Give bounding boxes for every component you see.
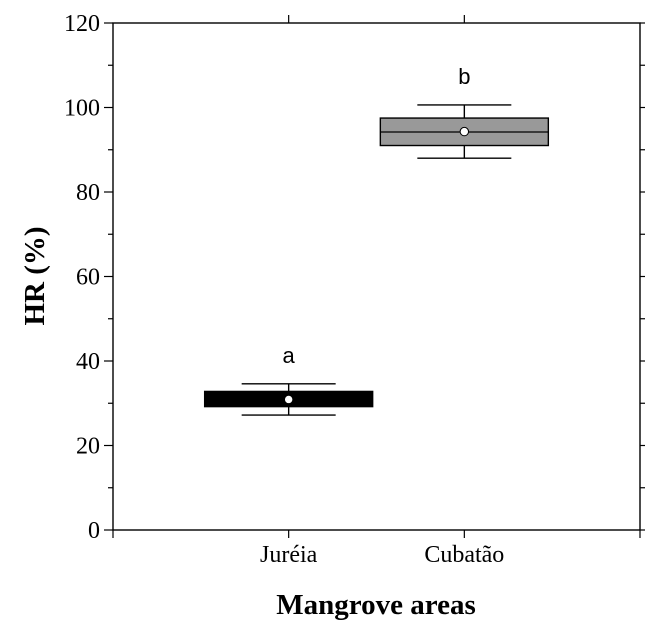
y-axis-title: HR (%) bbox=[19, 226, 51, 325]
x-tick-label-0: Juréia bbox=[260, 542, 318, 568]
mean-marker-1 bbox=[459, 126, 470, 137]
y-tick-label-60: 60 bbox=[76, 265, 100, 291]
y-tick-label-0: 0 bbox=[88, 518, 100, 544]
box-0: a bbox=[203, 343, 374, 416]
plot-area-border bbox=[112, 22, 641, 531]
y-tick-label-40: 40 bbox=[76, 349, 100, 375]
x-axis-ticks: Juréia Cubatão bbox=[112, 15, 641, 568]
y-axis-ticks: 0 20 40 60 80 100 120 bbox=[64, 11, 645, 544]
x-tick-label-1: Cubatão bbox=[424, 542, 504, 568]
x-axis-title: Mangrove areas bbox=[276, 589, 475, 621]
y-tick-label-120: 120 bbox=[64, 11, 100, 37]
significance-label-1: b bbox=[458, 64, 470, 89]
y-tick-label-80: 80 bbox=[76, 180, 100, 206]
boxes-layer: ab bbox=[203, 64, 550, 416]
mean-marker-0 bbox=[283, 394, 294, 405]
y-tick-label-20: 20 bbox=[76, 434, 100, 460]
plot-frame bbox=[112, 22, 641, 531]
significance-label-0: a bbox=[283, 343, 296, 368]
box-1: b bbox=[379, 64, 550, 159]
y-tick-label-100: 100 bbox=[64, 96, 100, 122]
